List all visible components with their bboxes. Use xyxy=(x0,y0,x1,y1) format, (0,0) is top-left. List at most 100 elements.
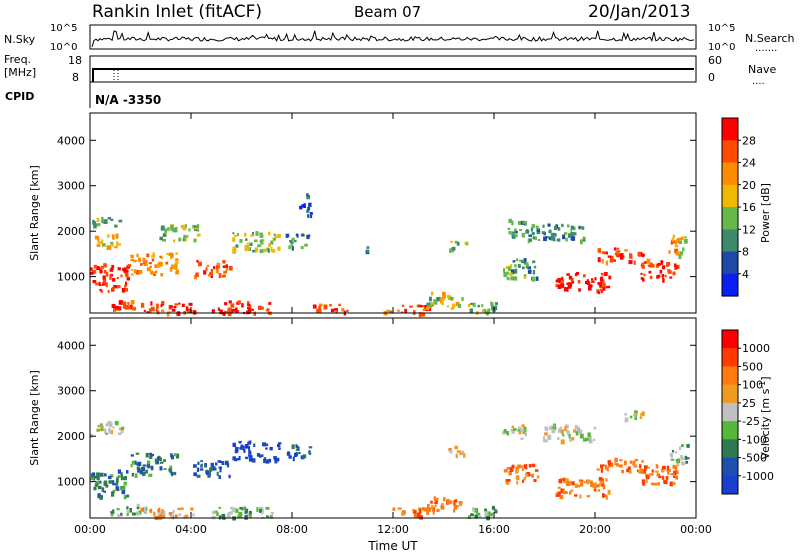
heatmap-cell xyxy=(145,469,148,474)
heatmap-cell xyxy=(132,307,137,310)
heatmap-cell xyxy=(116,486,120,492)
heatmap-cell xyxy=(662,278,665,283)
heatmap-cell xyxy=(317,309,322,314)
heatmap-cell xyxy=(545,235,549,239)
heatmap-cell xyxy=(251,458,256,463)
colorbar-tick-label: 100 xyxy=(742,379,763,392)
heatmap-cell xyxy=(261,512,264,515)
date-title: 20/Jan/2013 xyxy=(588,2,691,22)
nsky-tick-top: 10^5 xyxy=(50,23,77,34)
heatmap-cell xyxy=(156,310,160,315)
heatmap-cell xyxy=(661,274,664,278)
heatmap-cell xyxy=(125,305,129,310)
heatmap-cell xyxy=(142,262,145,265)
heatmap-cell xyxy=(685,457,690,460)
heatmap-cell xyxy=(137,511,140,516)
heatmap-cell xyxy=(149,270,154,275)
heatmap-cell xyxy=(645,473,648,476)
heatmap-cell xyxy=(288,455,292,459)
heatmap-cell xyxy=(619,253,623,257)
heatmap-cell xyxy=(568,233,571,238)
heatmap-cell xyxy=(154,264,158,269)
heatmap-cell xyxy=(126,513,129,517)
heatmap-cell xyxy=(98,281,101,287)
heatmap-cell xyxy=(246,310,250,315)
heatmap-cell xyxy=(455,453,458,459)
heatmap-cell xyxy=(142,464,147,467)
heatmap-cell xyxy=(474,508,479,513)
heatmap-cell xyxy=(660,468,665,472)
heatmap-cell xyxy=(162,239,166,242)
xtick-label: 04:00 xyxy=(175,523,207,536)
heatmap-cell xyxy=(562,434,565,437)
heatmap-cell xyxy=(256,507,259,512)
freq-tick-bottom: 8 xyxy=(72,71,79,84)
heatmap-cell xyxy=(107,234,110,238)
heatmap-cell xyxy=(628,260,633,265)
heatmap-cell xyxy=(192,513,195,517)
heatmap-cell xyxy=(568,434,571,439)
heatmap-cell xyxy=(668,469,671,472)
heatmap-cell xyxy=(130,254,134,259)
heatmap-cell xyxy=(633,464,638,468)
heatmap-cell xyxy=(578,226,581,229)
heatmap-cell xyxy=(606,285,611,289)
heatmap-cell xyxy=(130,454,134,457)
heatmap-cell xyxy=(196,259,199,263)
heatmap-cell xyxy=(110,218,114,221)
heatmap-cell xyxy=(561,223,564,227)
heatmap-cell xyxy=(100,265,104,269)
heatmap-cell xyxy=(291,444,295,450)
heatmap-cell xyxy=(100,426,104,432)
heatmap-cell xyxy=(155,308,158,313)
heatmap-cell xyxy=(118,300,123,305)
heatmap-cell xyxy=(640,272,643,275)
heatmap-cell xyxy=(591,280,595,283)
heatmap-cell xyxy=(590,278,594,281)
heatmap-cell xyxy=(170,455,174,460)
heatmap-cell xyxy=(136,466,140,470)
heatmap-cell xyxy=(600,468,603,473)
heatmap-cell xyxy=(241,508,245,511)
heatmap-cell xyxy=(392,507,396,511)
heatmap-cell xyxy=(431,291,434,296)
heatmap-cell xyxy=(533,479,537,483)
heatmap-cell xyxy=(218,475,221,479)
heatmap-cell xyxy=(463,453,466,458)
nave-tick-bottom: 0 xyxy=(708,71,715,84)
heatmap-cell xyxy=(168,253,173,257)
heatmap-cell xyxy=(110,429,114,435)
nave-legend-dots: .... xyxy=(752,76,765,87)
colorbar-tick-label: 8 xyxy=(742,246,749,259)
heatmap-cell xyxy=(126,510,130,513)
heatmap-cell xyxy=(121,487,125,491)
heatmap-cell xyxy=(558,278,562,284)
heatmap-cell xyxy=(548,426,553,431)
heatmap-cell xyxy=(166,252,170,255)
heatmap-cell xyxy=(218,466,222,469)
heatmap-cell xyxy=(261,306,264,310)
heatmap-cell xyxy=(222,274,226,278)
heatmap-cell xyxy=(413,509,416,513)
heatmap-cell xyxy=(533,236,537,240)
heatmap-cell xyxy=(543,236,547,242)
heatmap-cell xyxy=(162,515,166,519)
heatmap-cell xyxy=(131,472,134,477)
heatmap-cell xyxy=(238,511,243,515)
heatmap-cell xyxy=(513,228,517,233)
heatmap-cell xyxy=(667,470,670,475)
heatmap-cell xyxy=(96,428,100,432)
heatmap-cell xyxy=(258,305,262,310)
heatmap-cell xyxy=(602,464,605,467)
heatmap-cell xyxy=(93,486,97,491)
heatmap-cell xyxy=(557,491,561,496)
ytick-label: 4000 xyxy=(57,134,85,147)
heatmap-cell xyxy=(151,258,155,262)
heatmap-cell xyxy=(613,247,617,251)
heatmap-cell xyxy=(218,506,222,509)
heatmap-cell xyxy=(143,309,146,312)
heatmap-cell xyxy=(640,277,644,280)
heatmap-cell xyxy=(669,276,673,279)
heatmap-cell xyxy=(125,494,130,498)
heatmap-cell xyxy=(589,439,593,444)
